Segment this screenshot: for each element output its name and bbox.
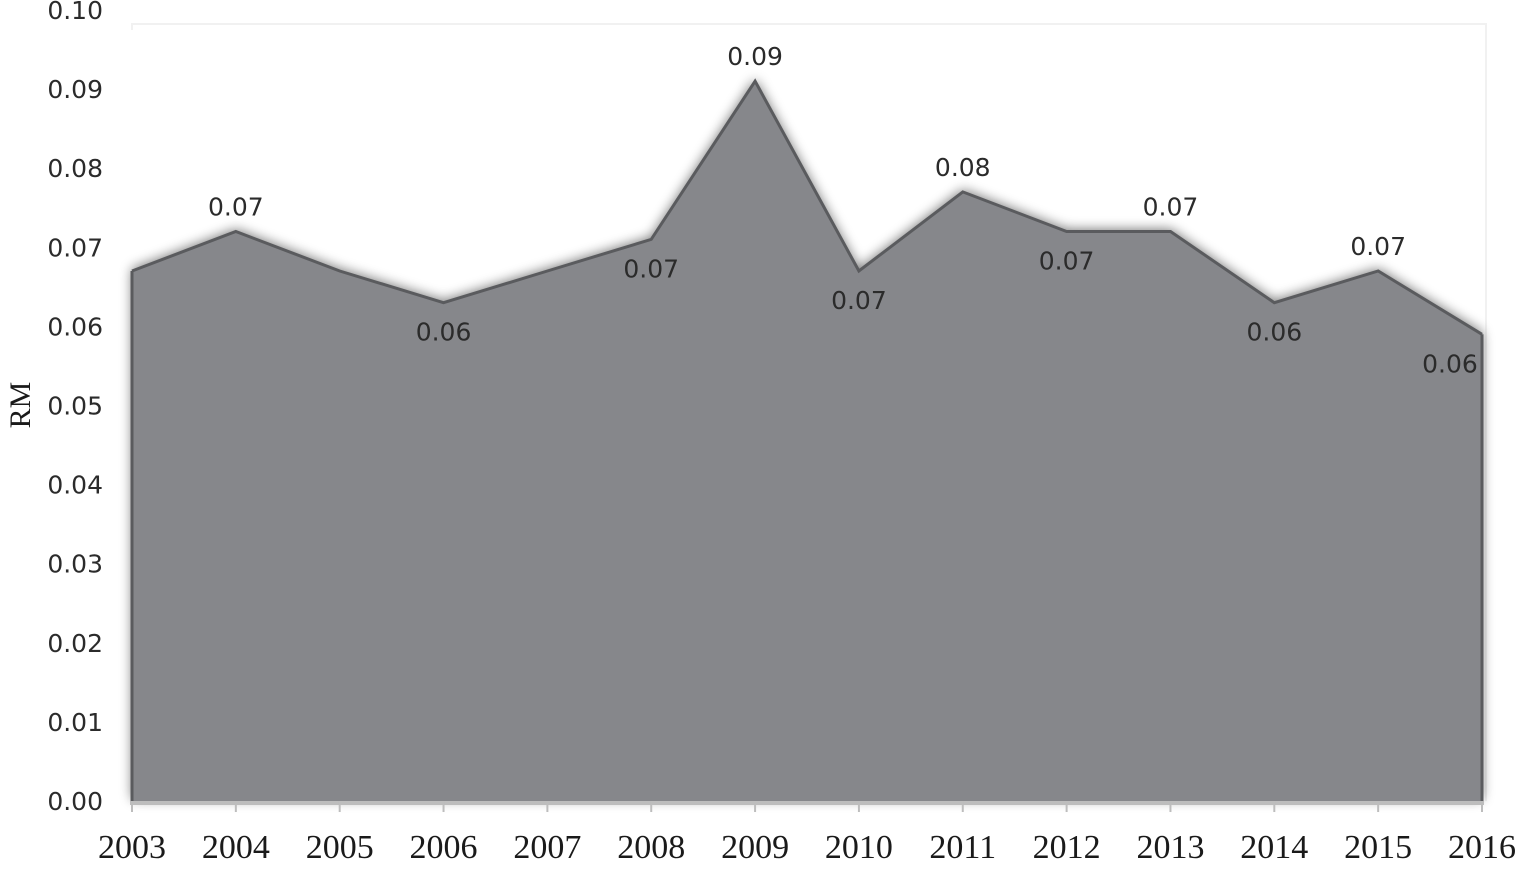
- x-tick-label: 2004: [202, 829, 270, 864]
- x-tick-label: 2010: [825, 829, 893, 864]
- x-tick-label: 2011: [929, 829, 996, 864]
- x-tick-label: 2003: [98, 829, 166, 864]
- plot-area: [131, 23, 1487, 801]
- x-tick-label: 2014: [1240, 829, 1308, 864]
- x-tick-label: 2009: [721, 829, 789, 864]
- y-tick-label: 0.09: [47, 75, 103, 104]
- y-tick-label: 0.04: [47, 471, 103, 500]
- y-tick-label: 0.01: [47, 708, 103, 737]
- y-tick-label: 0.05: [47, 392, 103, 421]
- area-line: [131, 78, 1483, 336]
- x-tick-label: 2008: [617, 829, 685, 864]
- x-tick-label: 2016: [1448, 829, 1516, 864]
- x-tick-label: 2012: [1033, 829, 1101, 864]
- data-label: 0.07: [1350, 232, 1406, 261]
- x-tick-label: 2015: [1344, 829, 1412, 864]
- y-tick-label: 0.10: [47, 0, 103, 25]
- x-tick-label: 2013: [1136, 829, 1204, 864]
- x-axis: 2003 2004 2005 2006 2007 2008 2009 2010 2011 2012…: [98, 801, 1516, 866]
- data-label: 0.09: [727, 42, 783, 71]
- data-label: 0.06: [1422, 349, 1478, 378]
- y-tick-label: 0.03: [47, 550, 103, 579]
- x-tick-label: 2007: [513, 829, 581, 864]
- area-series: [130, 78, 1484, 801]
- data-label: 0.07: [623, 254, 679, 283]
- data-label: 0.07: [1039, 246, 1095, 275]
- y-tick-label: 0.02: [47, 629, 103, 658]
- y-tick-label: 0.08: [47, 154, 103, 183]
- y-axis: 0.00 0.01 0.02 0.03 0.04 0.05 0.06 0.07 0.08 0.09…: [47, 0, 103, 816]
- data-label: 0.07: [1143, 192, 1199, 221]
- data-label: 0.06: [1246, 318, 1302, 347]
- y-axis-label: RM: [4, 382, 37, 429]
- data-labels: 0.07 0.06 0.07 0.09 0.07 0.08 0.07 0.07 0.06 0.07…: [208, 42, 1478, 378]
- data-label: 0.07: [831, 286, 887, 315]
- area-fill: [132, 81, 1482, 801]
- data-label: 0.08: [935, 153, 991, 182]
- y-tick-label: 0.06: [47, 312, 103, 341]
- y-tick-label: 0.07: [47, 233, 103, 262]
- data-label: 0.07: [208, 192, 264, 221]
- data-label: 0.06: [416, 318, 472, 347]
- y-tick-label: 0.00: [47, 787, 103, 816]
- x-tick-label: 2006: [410, 829, 478, 864]
- x-tick-label: 2005: [306, 829, 374, 864]
